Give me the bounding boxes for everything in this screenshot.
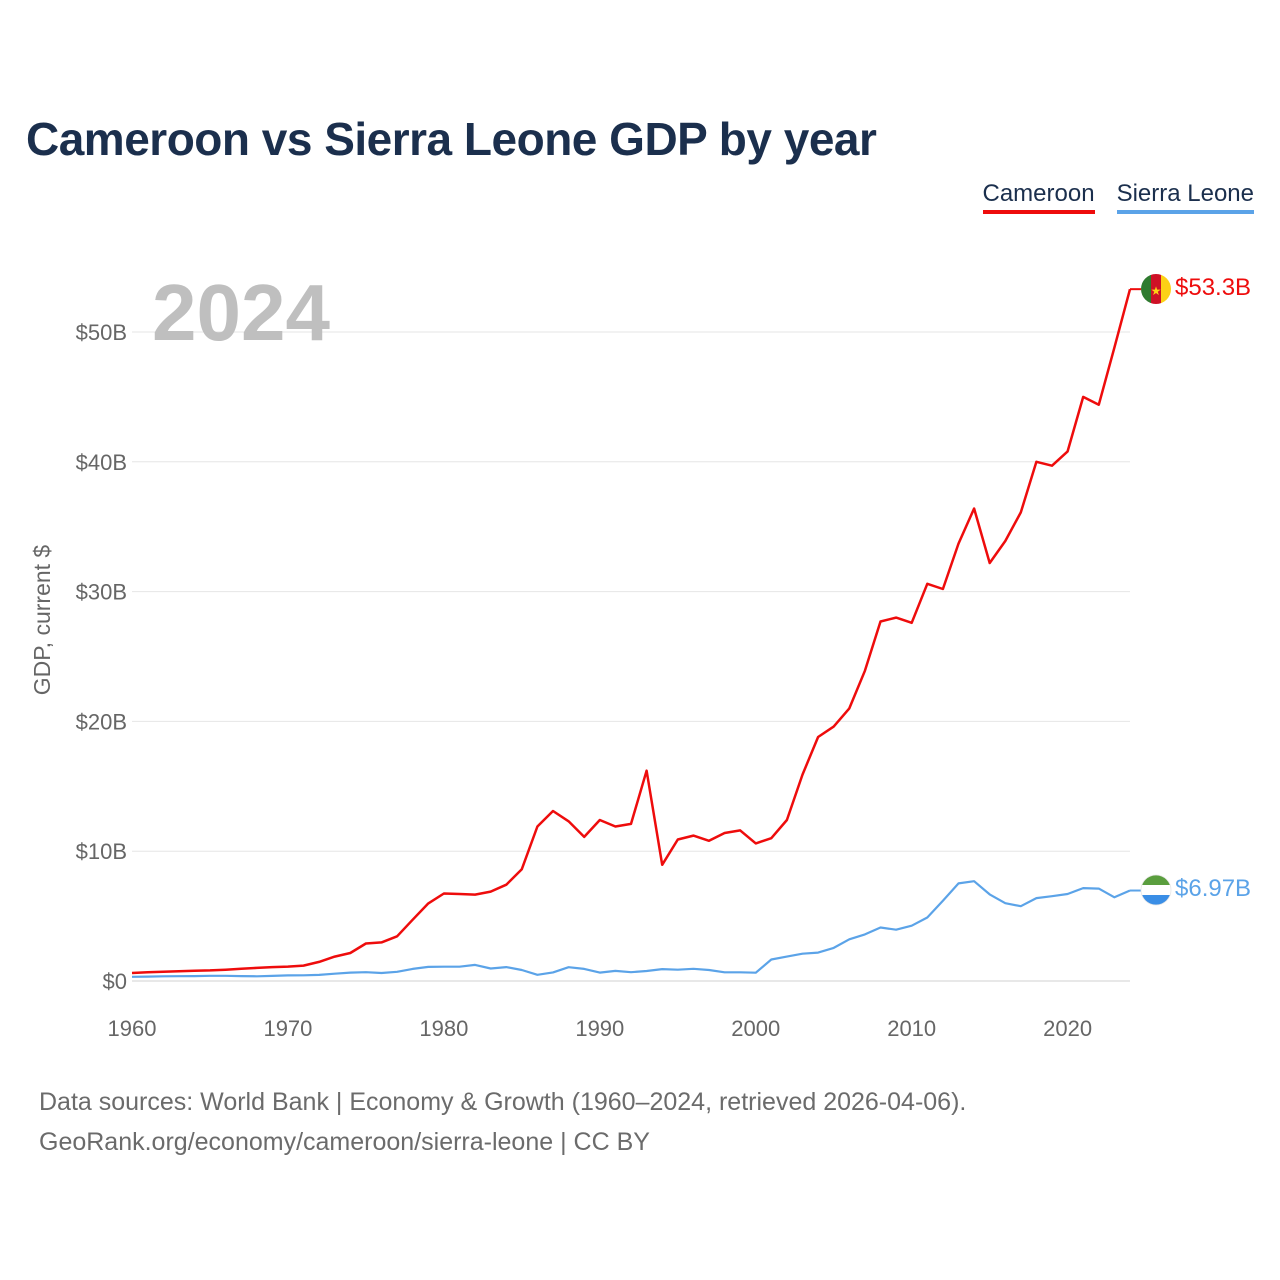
- y-tick-label: $50B: [76, 320, 127, 345]
- sierra-leone-end-value: $6.97B: [1175, 875, 1251, 902]
- cameroon-flag-icon: ★: [1141, 274, 1171, 304]
- data-source: Data sources: World Bank | Economy & Gro…: [39, 1082, 966, 1162]
- cameroon-end-value: $53.3B: [1175, 274, 1251, 301]
- source-line-2[interactable]: GeoRank.org/economy/cameroon/sierra-leon…: [39, 1128, 650, 1156]
- x-tick-label: 2020: [1043, 1016, 1092, 1041]
- legend-item-sierra-leone[interactable]: Sierra Leone: [1116, 180, 1254, 214]
- year-label: 2024: [152, 268, 330, 357]
- legend-item-cameroon[interactable]: Cameroon: [982, 180, 1095, 214]
- y-tick-label: $30B: [76, 580, 127, 605]
- x-tick-label: 1990: [575, 1016, 624, 1041]
- chart-title: Cameroon vs Sierra Leone GDP by year: [26, 113, 877, 165]
- series-lines: [131, 288, 1141, 978]
- grid-lines: [132, 331, 1130, 982]
- x-axis-ticks: 1960 1970 1980 1990 2000 2010 2020: [108, 1016, 1093, 1041]
- y-axis-label: GDP, current $: [29, 545, 55, 696]
- y-tick-label: $20B: [76, 709, 127, 734]
- source-line-1: Data sources: World Bank | Economy & Gro…: [39, 1088, 967, 1116]
- y-tick-label: $10B: [76, 839, 127, 864]
- sierra-leone-series-line: [131, 880, 1131, 978]
- cameroon-series-line: [131, 288, 1132, 975]
- x-tick-label: 1980: [419, 1016, 468, 1041]
- x-tick-label: 2010: [887, 1016, 936, 1041]
- y-tick-label: $0: [103, 969, 127, 994]
- y-tick-label: $40B: [76, 450, 127, 475]
- gdp-line-chart: $0 $10B $20B $30B $40B $50B 1960 1970 1980 1990 2…: [29, 268, 1251, 1041]
- svg-text:★: ★: [1151, 284, 1162, 298]
- x-tick-label: 1960: [108, 1016, 157, 1041]
- x-tick-label: 1970: [263, 1016, 312, 1041]
- x-tick-label: 2000: [731, 1016, 780, 1041]
- y-axis-ticks: $0 $10B $20B $30B $40B $50B: [76, 320, 127, 994]
- legend: Cameroon Sierra Leone: [982, 180, 1254, 214]
- sierra-leone-flag-icon: [1140, 874, 1172, 906]
